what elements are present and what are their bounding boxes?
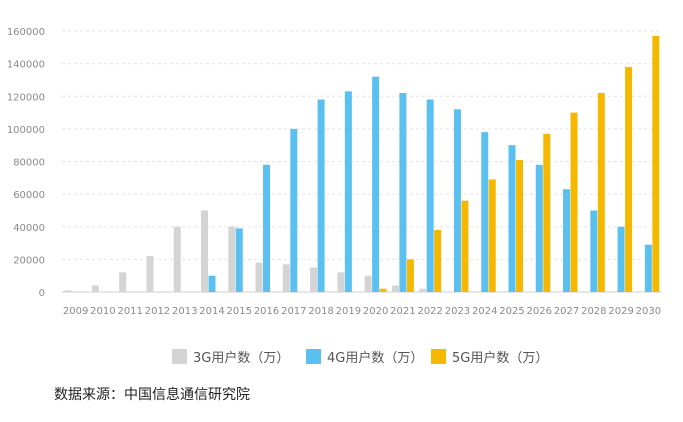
x-tick-label: 2015: [227, 306, 252, 317]
bar-5g-2020: [379, 288, 387, 292]
bar-3g-2018: [310, 267, 318, 292]
bar-4g-2026: [535, 164, 543, 292]
x-tick-label: 2012: [145, 306, 170, 317]
legend-swatch-3g: [172, 348, 187, 364]
y-tick-label: 140000: [7, 60, 45, 71]
bar-3g-2014: [201, 210, 208, 292]
legend-label-3g: 3G用户数（万）: [193, 350, 290, 366]
bar-4g-2020: [372, 76, 380, 292]
x-tick-label: 2030: [636, 306, 661, 317]
bar-3g-2017: [282, 264, 290, 292]
x-tick-label: 2013: [172, 306, 197, 317]
y-tick-label: 40000: [13, 223, 45, 234]
x-tick-label: 2027: [554, 306, 579, 317]
bar-5g-2029: [625, 66, 633, 292]
y-tick-label: 120000: [7, 92, 45, 103]
y-tick-label: 80000: [13, 158, 45, 169]
bar-3g-2012: [146, 256, 154, 292]
bar-3g-2019: [337, 272, 345, 292]
bar-3g-2009: [64, 290, 72, 292]
legend-item-3g: 3G用户数（万）: [172, 344, 289, 368]
x-tick-label: 2022: [417, 306, 442, 317]
bar-3g-2016: [255, 262, 263, 292]
x-tick-label: 2014: [199, 306, 224, 317]
bar-4g-2015: [235, 228, 243, 292]
x-tick-label: 2026: [527, 306, 552, 317]
x-tick-label: 2018: [308, 306, 333, 317]
x-tick-label: 2017: [281, 306, 306, 317]
bar-5g-2024: [488, 179, 496, 292]
bar-5g-2028: [597, 92, 605, 292]
x-tick-label: 2029: [608, 306, 633, 317]
legend-label-4g: 4G用户数（万）: [327, 350, 424, 366]
bar-3g-2015: [228, 226, 236, 292]
x-tick-label: 2028: [581, 306, 606, 317]
x-tick-label: 2011: [117, 306, 142, 317]
x-tick-label: 2010: [90, 306, 115, 317]
bar-4g-2022: [426, 99, 434, 292]
y-tick-label: 100000: [7, 125, 45, 136]
x-tick-label: 2023: [445, 306, 470, 317]
bar-3g-2020: [364, 275, 372, 292]
legend: 3G用户数（万） 4G用户数（万） 5G用户数（万）: [0, 344, 683, 368]
bar-4g-2014: [208, 275, 216, 292]
bar-4g-2019: [344, 91, 352, 292]
bar-3g-2022: [419, 288, 427, 292]
y-tick-label: 20000: [13, 255, 45, 266]
bar-4g-2021: [399, 92, 407, 292]
bar-4g-2030: [644, 244, 652, 292]
bar-4g-2023: [453, 109, 461, 292]
x-tick-label: 2019: [336, 306, 361, 317]
bar-5g-2027: [570, 112, 578, 292]
legend-label-5g: 5G用户数（万）: [452, 350, 549, 366]
source-note: 数据来源：中国信息通信研究院: [54, 387, 250, 403]
x-axis-ticks: 2009 2010 2011 2012 2013 2014 2015 2016 2017 2018…: [63, 306, 661, 317]
bar-5g-2023: [461, 200, 469, 292]
bars: [64, 35, 660, 293]
y-tick-label: 160000: [7, 27, 45, 38]
bar-5g-2022: [434, 230, 442, 292]
bar-chart: 0 20000 40000 60000 80000 100000 120000 140000 1…: [7, 27, 662, 317]
x-tick-label: 2020: [363, 306, 388, 317]
legend-item-4g: 4G用户数（万）: [306, 344, 423, 368]
bar-5g-2030: [652, 35, 660, 293]
x-tick-label: 2025: [499, 306, 524, 317]
y-tick-label: 0: [39, 288, 45, 299]
x-tick-label: 2024: [472, 306, 497, 317]
legend-item-5g: 5G用户数（万）: [431, 344, 548, 368]
bar-3g-2021: [391, 285, 399, 292]
bar-5g-2021: [406, 259, 414, 292]
bar-4g-2018: [317, 99, 325, 292]
bar-3g-2010: [91, 285, 99, 292]
bar-4g-2016: [263, 164, 271, 292]
bar-3g-2013: [173, 226, 181, 292]
y-axis-ticks: 0 20000 40000 60000 80000 100000 120000 140000 1…: [7, 27, 45, 299]
bar-4g-2017: [290, 128, 298, 292]
bar-4g-2024: [481, 132, 489, 292]
bar-3g-2011: [119, 272, 127, 292]
bar-4g-2029: [617, 226, 625, 292]
x-tick-label: 2009: [63, 306, 88, 317]
bar-5g-2025: [516, 159, 523, 292]
x-tick-label: 2016: [254, 306, 279, 317]
x-tick-label: 2021: [390, 306, 415, 317]
bar-5g-2026: [543, 133, 551, 292]
legend-swatch-5g: [431, 348, 446, 364]
bar-4g-2025: [508, 145, 516, 292]
gridlines: [62, 30, 662, 293]
bar-4g-2027: [563, 189, 571, 292]
legend-swatch-4g: [306, 348, 321, 364]
y-tick-label: 60000: [13, 190, 45, 201]
bar-4g-2028: [590, 210, 598, 292]
